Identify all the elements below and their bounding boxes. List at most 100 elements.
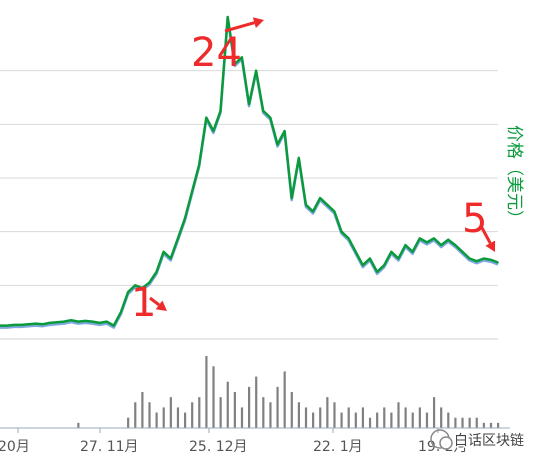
annotation-arrow-peak (224, 17, 264, 33)
price-point (226, 16, 229, 18)
price-point (98, 322, 101, 324)
volume-bar (468, 417, 471, 428)
volume-bar (461, 417, 464, 428)
price-point (433, 237, 435, 240)
price-point (461, 250, 464, 253)
x-tick-label: 25. 12月 (189, 439, 248, 455)
price-point (205, 116, 208, 119)
price-point (319, 197, 321, 199)
price-point (141, 287, 144, 289)
volume-bar (219, 397, 222, 428)
volume-bar (440, 407, 443, 428)
price-point (13, 324, 16, 326)
volume-bar (347, 407, 350, 428)
volume-bar (255, 376, 258, 428)
price-point (169, 257, 172, 260)
volume-bar (198, 397, 201, 428)
watermark: 白话区块链 (430, 429, 526, 451)
volume-bar (376, 412, 379, 428)
price-point (347, 237, 350, 240)
price-point (184, 217, 186, 220)
price-point (418, 237, 421, 240)
annotation-low: 1 (131, 280, 156, 326)
x-tick-label: 27. 11月 (80, 439, 139, 455)
volume-bar (425, 412, 429, 428)
gridlines (0, 70, 498, 340)
volume-bar (297, 402, 300, 428)
price-point (155, 271, 158, 273)
price-point (233, 63, 236, 65)
price-series (0, 15, 499, 329)
volume-bar (191, 402, 194, 428)
volume-bar (482, 422, 485, 428)
wechat-icon-bubble (439, 436, 453, 450)
volume-bar (148, 402, 151, 428)
price-point (333, 210, 336, 213)
volume-bar (240, 407, 244, 428)
price-point (219, 110, 222, 112)
annotation-peak: 24 (191, 30, 242, 76)
price-point (77, 320, 80, 323)
volume-bar (418, 407, 421, 428)
price-point (397, 257, 400, 260)
volume-bar (183, 412, 187, 428)
volume-bar (368, 417, 372, 428)
price-point (248, 103, 250, 106)
volume-bar (141, 392, 144, 428)
price-point (177, 237, 179, 240)
volume-bar (390, 412, 393, 428)
price-point (70, 319, 72, 322)
price-point (454, 244, 457, 246)
price-point (447, 238, 450, 241)
price-point (362, 264, 364, 267)
price-point (241, 56, 243, 59)
volume-bar (155, 412, 158, 428)
volume-bar (319, 407, 322, 428)
volume-bar (226, 381, 229, 428)
price-point (49, 322, 51, 324)
price-point (369, 257, 371, 260)
price-point (120, 311, 122, 313)
volume-bar (212, 366, 215, 428)
volume-bar (283, 371, 286, 428)
x-tick-label: 20月 (0, 439, 30, 455)
price-point (41, 323, 44, 326)
price-point (340, 230, 343, 233)
volume-bar (162, 407, 165, 428)
price-point (482, 257, 485, 260)
volume-bar (333, 402, 336, 428)
volume-bar (276, 386, 279, 428)
price-point (162, 250, 165, 253)
price-point (6, 324, 8, 327)
volume-bar (290, 392, 293, 428)
price-point (390, 250, 393, 253)
y-axis-label: 价格（美元） (504, 125, 524, 227)
price-point (20, 324, 23, 326)
price-point (269, 116, 272, 119)
volume-bar (361, 407, 365, 428)
price-point (404, 244, 407, 246)
price-point (127, 291, 129, 293)
volume-bar (169, 397, 172, 428)
price-point (84, 320, 87, 322)
x-axis: 20月 27. 11月 25. 12月 22. 1月 19. 2月 (0, 428, 468, 455)
price-point (312, 210, 314, 213)
volume-bar (262, 397, 265, 428)
price-point (354, 250, 357, 253)
price-point (262, 110, 265, 112)
price-point (468, 257, 471, 260)
annotation-arrow-low (149, 296, 167, 311)
volume-bar (489, 422, 493, 428)
price-point (212, 130, 215, 132)
price-point (290, 197, 293, 199)
price-line-shadow (0, 17, 499, 329)
annotation-current: 5 (462, 196, 487, 242)
volume-bar (432, 397, 436, 428)
price-point (148, 281, 151, 284)
price-point (440, 244, 442, 246)
volume-bar (454, 417, 457, 428)
annotation-arrow-current (479, 225, 496, 252)
price-point (56, 321, 58, 324)
